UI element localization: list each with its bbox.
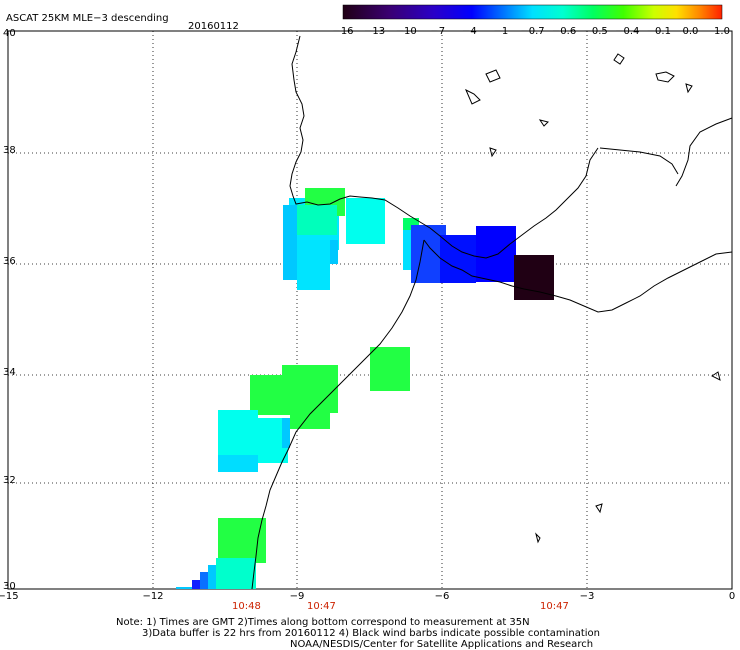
swath-block xyxy=(218,410,258,460)
swath-block xyxy=(282,418,290,448)
latitude-tick-label: 38 xyxy=(3,145,16,156)
swath-block xyxy=(216,558,256,589)
swath-block xyxy=(514,255,554,300)
swath-block xyxy=(200,572,208,589)
swath-block xyxy=(346,198,385,244)
swath-block xyxy=(330,240,338,264)
latitude-tick-label: 30 xyxy=(3,581,16,592)
product-title: ASCAT 25KM MLE−3 descending xyxy=(6,13,169,24)
swath-block xyxy=(282,365,338,413)
longitude-tick-label: −3 xyxy=(580,591,595,602)
latitude-tick-label: 36 xyxy=(3,256,16,267)
latitude-tick-label: 34 xyxy=(3,367,16,378)
longitude-tick-label: −9 xyxy=(290,591,305,602)
swath-block xyxy=(290,413,330,429)
swath-block xyxy=(218,455,258,472)
swath-block xyxy=(297,205,337,235)
lat-lon-grid xyxy=(8,31,732,589)
swath-block xyxy=(297,240,330,290)
colorbar: −16 −13 −10 −7 −4 −1 −0.7 −0.6 −0.5 −0.4 −0.1 0.0 1.… xyxy=(332,4,730,37)
swath-block xyxy=(370,347,410,391)
swath-block xyxy=(440,235,476,283)
note-line-3: NOAA/NESDIS/Center for Satellite Applica… xyxy=(290,639,593,650)
colorbar-gradient xyxy=(342,4,723,20)
longitude-tick-label: −6 xyxy=(435,591,450,602)
swath-block xyxy=(192,580,200,589)
swath-block xyxy=(476,226,516,282)
swath-block xyxy=(218,518,266,563)
latitude-axis: 30 32 34 36 38 40 xyxy=(3,28,16,592)
swath-time-3: 10:47 xyxy=(540,601,569,612)
swath-time-1: 10:48 xyxy=(232,601,261,612)
longitude-tick-label: 0 xyxy=(729,591,735,602)
swath-block xyxy=(283,205,297,280)
latitude-tick-label: 32 xyxy=(3,475,16,486)
coastlines xyxy=(251,35,733,590)
wind-data-swaths xyxy=(176,188,554,589)
map-frame xyxy=(7,30,733,590)
longitude-tick-label: −12 xyxy=(142,591,163,602)
swath-time-2: 10:47 xyxy=(307,601,336,612)
swath-block xyxy=(208,565,216,589)
latitude-tick-label: 40 xyxy=(3,28,16,39)
longitude-tick-label: −15 xyxy=(0,591,19,602)
swath-block xyxy=(176,587,192,589)
longitude-axis: −15 −12 −9 −6 −3 0 xyxy=(0,591,735,602)
note-line-1: Note: 1) Times are GMT 2)Times along bot… xyxy=(116,617,530,628)
product-date: 20160112 xyxy=(188,21,239,32)
note-line-2: 3)Data buffer is 22 hrs from 20160112 4)… xyxy=(142,628,600,639)
